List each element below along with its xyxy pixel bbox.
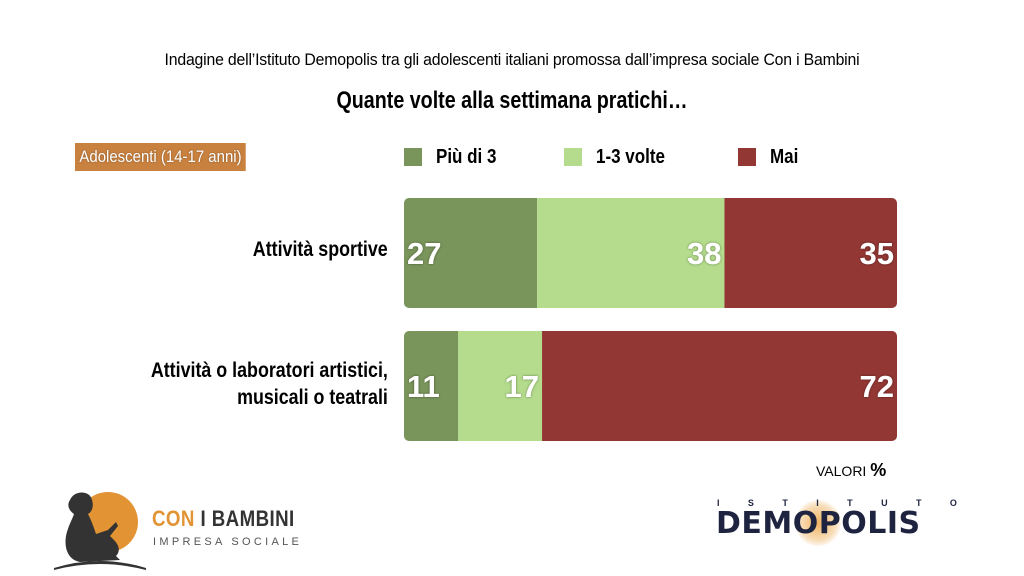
bar-row xyxy=(404,331,897,441)
valori-unit: % xyxy=(870,460,887,480)
bar-segment xyxy=(537,198,725,308)
istituto-letter: T xyxy=(847,498,853,508)
data-label: 11 xyxy=(407,369,440,404)
data-label: 27 xyxy=(407,236,441,271)
category-label-arts: Attività o laboratori artistici, musical… xyxy=(151,357,388,411)
bar-segment xyxy=(724,198,897,308)
legend-item-piu-di-3: Più di 3 xyxy=(404,144,507,170)
bar-row xyxy=(404,198,897,308)
legend-swatch-mai xyxy=(738,148,756,166)
istituto-letter: I xyxy=(717,498,720,508)
population-badge: Adolescenti (14-17 anni) xyxy=(75,143,246,171)
brand-word-con: CON xyxy=(152,506,195,531)
data-label: 72 xyxy=(860,369,894,404)
valori-label: VALORI xyxy=(816,463,867,479)
demopolis-logo-name: DEMOPOLIS xyxy=(716,506,921,541)
demopolis-istituto-label: I S T I T U T O xyxy=(717,498,957,508)
con-i-bambini-tagline: IMPRESA SOCIALE xyxy=(153,536,303,548)
data-label: 35 xyxy=(860,236,894,271)
category-label-line: Attività o laboratori artistici, xyxy=(150,359,388,382)
brand-word-bambini: I BAMBINI xyxy=(200,506,295,531)
legend-swatch-piu-di-3 xyxy=(404,148,422,166)
con-i-bambini-logo-icon xyxy=(54,492,146,570)
legend-label: Mai xyxy=(770,145,799,168)
legend-swatch-1-3-volte xyxy=(564,148,582,166)
con-i-bambini-name: CON I BAMBINI xyxy=(152,506,295,532)
category-label-line: Attività sportive xyxy=(253,238,388,261)
istituto-letter: T xyxy=(782,498,788,508)
legend-item-1-3-volte: 1-3 volte xyxy=(564,144,677,170)
bar-segment xyxy=(458,331,543,441)
istituto-letter: U xyxy=(881,498,888,508)
bar-segment xyxy=(404,331,459,441)
bar-segment xyxy=(404,198,538,308)
category-label-line: musicali o teatrali xyxy=(237,386,388,409)
survey-subtitle: Indagine dell’Istituto Demopolis tra gli… xyxy=(164,50,860,69)
legend-label: 1-3 volte xyxy=(596,145,665,168)
legend-item-mai: Mai xyxy=(738,144,803,170)
istituto-letter: I xyxy=(816,498,819,508)
legend-label: Più di 3 xyxy=(436,145,497,168)
istituto-letter: O xyxy=(949,498,957,508)
data-label: 38 xyxy=(687,236,721,271)
istituto-letter: T xyxy=(915,498,922,508)
category-label-sport: Attività sportive xyxy=(253,236,388,263)
demopolis-glow-icon xyxy=(795,500,841,546)
chart-title: Quante volte alla settimana pratichi… xyxy=(336,87,688,114)
istituto-letter: S xyxy=(747,498,754,508)
values-unit-note: VALORI % xyxy=(816,460,886,481)
bar-segment xyxy=(542,331,897,441)
data-label: 17 xyxy=(505,369,539,404)
